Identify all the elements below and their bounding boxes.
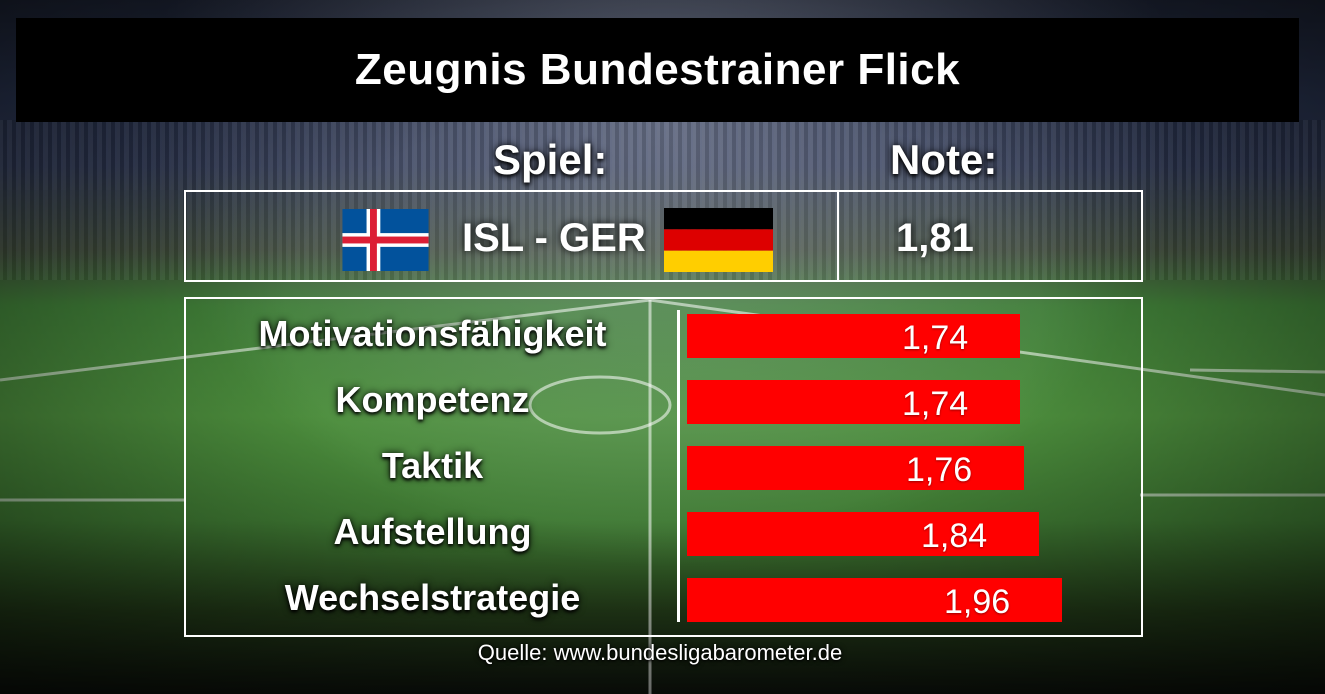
bar (687, 578, 1062, 622)
match-text: ISL - GER (462, 216, 646, 260)
germany-flag-icon (664, 208, 773, 272)
category-label: Wechselstrategie (284, 577, 581, 618)
match-header: Spiel: (493, 136, 608, 183)
bar (687, 446, 1024, 490)
grade-header: Note: (890, 136, 998, 183)
chart-box (184, 297, 1143, 637)
category-label: Taktik (381, 445, 484, 486)
bar-value-label: 1,96 (944, 583, 1011, 621)
bar-value-label: 1,76 (906, 451, 973, 489)
bar (687, 512, 1039, 556)
match-box (184, 190, 1143, 282)
category-label: Kompetenz (335, 379, 530, 420)
source-note: Quelle: www.bundesligabarometer.de (477, 640, 843, 665)
bar-value-label: 1,84 (921, 517, 988, 555)
category-label: Aufstellung (333, 511, 532, 552)
category-label: Motivationsfähigkeit (258, 313, 607, 354)
bar (687, 380, 1020, 424)
overall-grade: 1,81 (896, 216, 974, 260)
chart-axis-line (677, 310, 680, 622)
bar-value-label: 1,74 (902, 319, 969, 357)
bar-value-label: 1,74 (902, 385, 969, 423)
match-box-divider (837, 190, 839, 282)
title-band: Zeugnis Bundestrainer Flick (16, 18, 1299, 122)
iceland-flag-icon (342, 209, 429, 271)
chart-title: Zeugnis Bundestrainer Flick (354, 45, 961, 94)
bar (687, 314, 1020, 358)
